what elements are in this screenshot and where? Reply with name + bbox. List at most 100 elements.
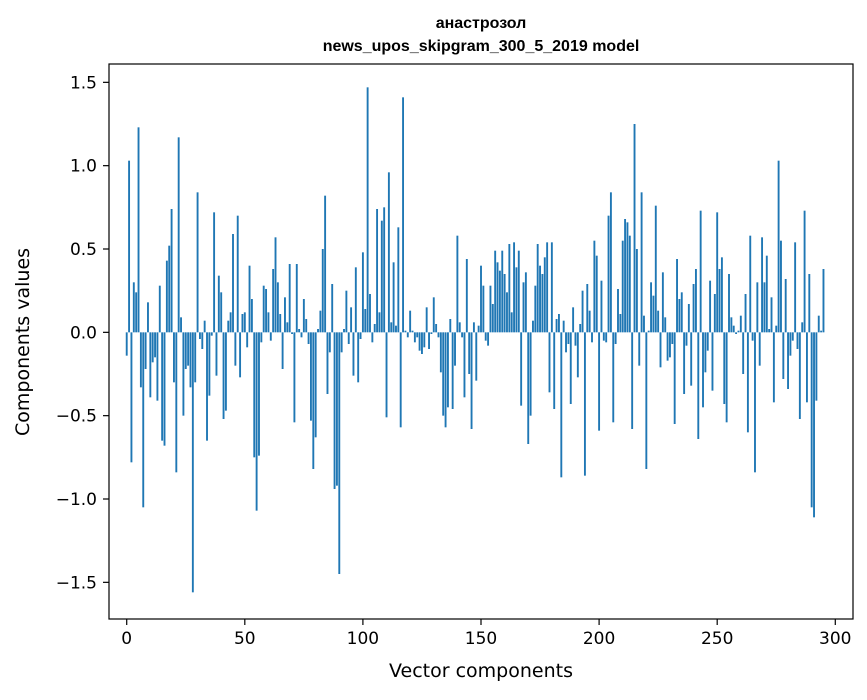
bar bbox=[463, 332, 466, 398]
bar bbox=[678, 299, 681, 333]
bar bbox=[220, 292, 223, 333]
chart-subtitle: news_upos_skipgram_300_5_2019 model bbox=[323, 38, 640, 55]
bar bbox=[258, 332, 260, 456]
bar bbox=[333, 332, 336, 489]
bar bbox=[191, 332, 194, 593]
bar bbox=[338, 332, 341, 574]
bar bbox=[217, 275, 220, 333]
bar bbox=[532, 320, 534, 333]
bar bbox=[761, 237, 764, 333]
bar bbox=[775, 325, 778, 333]
bar bbox=[671, 332, 674, 344]
bar bbox=[633, 124, 636, 333]
bar bbox=[751, 332, 754, 341]
y-axis-ticks: −1.5 −1.0 −0.5 0.0 0.5 1.0 1.5 bbox=[56, 73, 109, 593]
bar bbox=[229, 312, 232, 333]
bar bbox=[314, 332, 317, 438]
bar bbox=[321, 249, 324, 333]
bar bbox=[732, 325, 735, 333]
bar bbox=[744, 294, 747, 333]
bar bbox=[808, 274, 811, 333]
bar bbox=[361, 252, 364, 333]
bar bbox=[756, 282, 759, 333]
y-tick-label: 1.0 bbox=[70, 157, 97, 177]
bar bbox=[565, 332, 567, 353]
bar bbox=[746, 332, 749, 433]
bar bbox=[154, 332, 156, 358]
bar bbox=[435, 324, 438, 333]
bar bbox=[772, 332, 775, 403]
bar bbox=[513, 242, 516, 333]
x-tick-label: 250 bbox=[701, 629, 733, 649]
bar bbox=[380, 220, 383, 333]
bar bbox=[579, 324, 582, 333]
bar bbox=[165, 260, 168, 333]
bar bbox=[754, 332, 756, 473]
bar bbox=[699, 210, 702, 333]
bar bbox=[168, 245, 171, 333]
bar bbox=[423, 332, 426, 348]
bar bbox=[650, 282, 652, 333]
bar bbox=[645, 332, 648, 469]
bar bbox=[515, 267, 518, 333]
bar bbox=[291, 332, 293, 334]
bar bbox=[472, 322, 475, 333]
bar bbox=[402, 97, 404, 333]
bar bbox=[619, 314, 622, 333]
bar bbox=[366, 87, 369, 333]
bar bbox=[357, 332, 360, 383]
bar bbox=[352, 332, 355, 376]
bar bbox=[704, 332, 707, 373]
bar bbox=[416, 332, 419, 338]
bar bbox=[822, 269, 825, 333]
bar bbox=[324, 195, 327, 333]
bar bbox=[543, 257, 546, 333]
bar bbox=[156, 332, 159, 401]
bar bbox=[173, 332, 175, 383]
bar bbox=[319, 310, 322, 333]
bar bbox=[182, 332, 185, 416]
bar bbox=[215, 332, 218, 376]
bar bbox=[498, 270, 501, 333]
bar bbox=[517, 250, 520, 333]
bar bbox=[312, 332, 315, 469]
bar bbox=[326, 332, 329, 394]
bar bbox=[298, 329, 301, 333]
bar bbox=[395, 325, 397, 333]
bar bbox=[149, 332, 152, 398]
bar bbox=[652, 295, 655, 333]
bar bbox=[553, 332, 556, 409]
bar bbox=[638, 332, 641, 366]
bar bbox=[201, 332, 204, 349]
bar bbox=[399, 332, 402, 428]
bar bbox=[347, 332, 350, 344]
bar bbox=[480, 265, 482, 333]
bar bbox=[411, 330, 414, 333]
bar bbox=[527, 332, 530, 444]
bar bbox=[302, 299, 305, 333]
chart-title: анастрозол bbox=[436, 15, 527, 32]
bar bbox=[354, 267, 357, 333]
bar bbox=[392, 262, 395, 333]
bar bbox=[470, 332, 473, 429]
y-tick-label: −1.5 bbox=[56, 573, 97, 593]
bar bbox=[331, 284, 334, 333]
bar bbox=[210, 332, 213, 336]
bar bbox=[203, 320, 206, 333]
bar bbox=[371, 332, 374, 343]
bar bbox=[661, 272, 664, 333]
bar bbox=[135, 292, 138, 333]
bar bbox=[562, 320, 565, 333]
bar bbox=[742, 332, 745, 374]
bar bbox=[591, 332, 593, 343]
bar bbox=[248, 265, 251, 333]
bar bbox=[763, 282, 766, 333]
y-axis-label: Components values bbox=[12, 248, 34, 436]
bar bbox=[428, 332, 430, 349]
bar bbox=[310, 332, 312, 421]
bar bbox=[430, 332, 433, 334]
bar bbox=[586, 284, 589, 333]
bar bbox=[595, 255, 598, 333]
bar bbox=[560, 332, 563, 478]
